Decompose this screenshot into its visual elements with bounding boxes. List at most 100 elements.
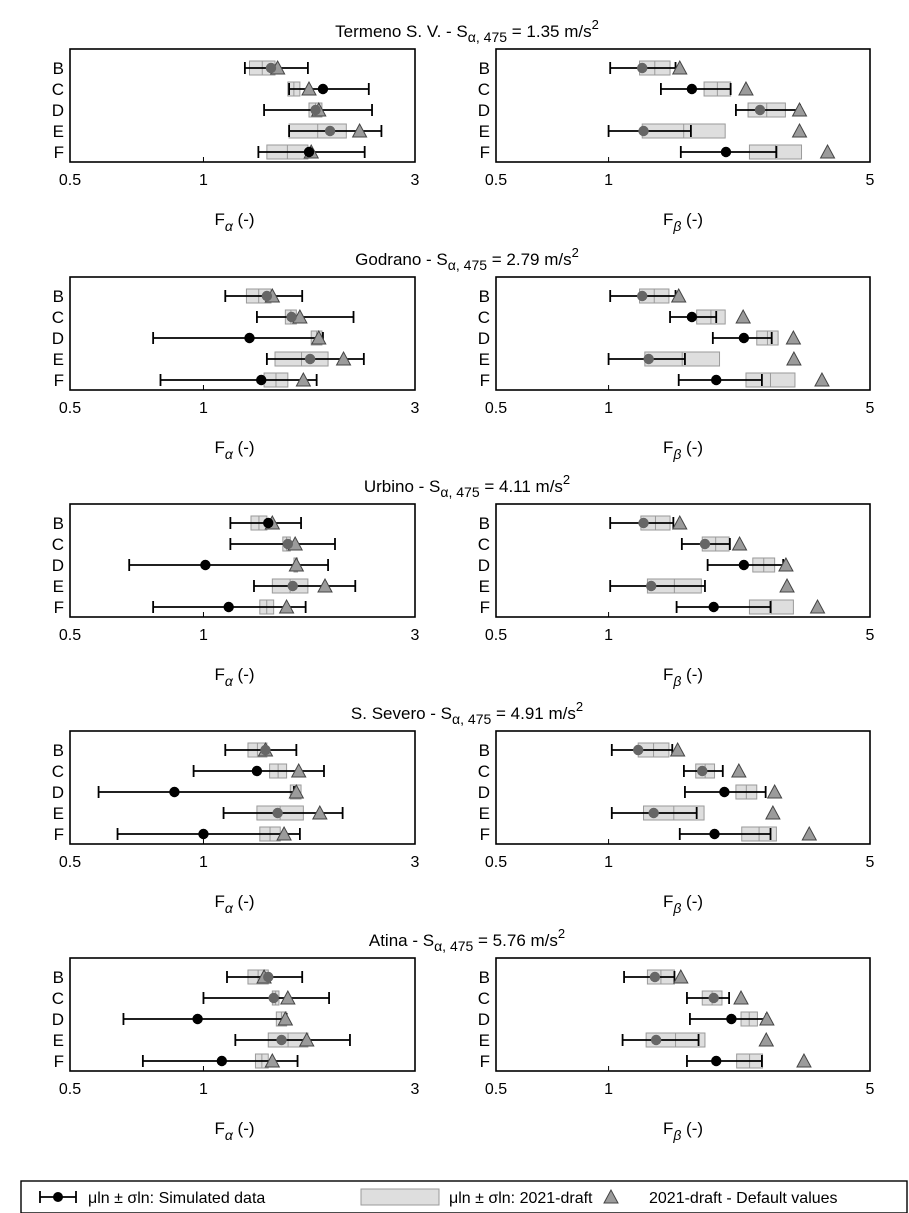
x-axis-label: Fβ (-) [663, 210, 703, 234]
default-triangle-E [765, 804, 781, 820]
legend: μln ± σln: Simulated data μln ± σln: 202… [20, 1180, 908, 1213]
default-triangle-C [301, 80, 317, 96]
sim-mean-D [726, 1013, 737, 1025]
axes-frame [69, 503, 416, 618]
category-label: F [480, 598, 490, 617]
default-triangle-D [785, 329, 802, 345]
sim-mean-D [169, 786, 180, 798]
default-triangle-D [277, 1010, 294, 1026]
category-label: B [479, 59, 490, 78]
category-label: C [478, 762, 490, 781]
default-triangle-E [791, 122, 808, 138]
sim-mean-C [282, 538, 294, 550]
x-axis-label: Fβ (-) [663, 665, 703, 689]
x-axis-label: Fα (-) [214, 892, 254, 916]
default-triangle-D [759, 1010, 775, 1026]
default-triangle-E [298, 1031, 315, 1047]
default-triangle-D [791, 101, 808, 117]
axes-frame [495, 276, 871, 391]
category-label: B [53, 514, 64, 533]
sim-mean-E [287, 580, 298, 592]
default-triangle-E [335, 350, 352, 366]
sim-mean-E [650, 1034, 662, 1046]
default-triangle-E [758, 1031, 775, 1047]
sim-mean-C [708, 992, 719, 1004]
default-triangle-B [672, 968, 689, 984]
sim-mean-D [192, 1013, 203, 1025]
legend-symbol-draft [360, 1188, 440, 1206]
default-triangle-D [288, 783, 305, 799]
default-triangle-C [280, 989, 296, 1005]
category-label: F [54, 825, 64, 844]
default-triangle-D [288, 556, 305, 572]
sim-mean-F [216, 1055, 228, 1067]
default-triangle-E [317, 577, 333, 593]
sim-mean-B [637, 62, 648, 74]
x-tick-label: 3 [411, 627, 420, 644]
x-tick-label: 1 [199, 172, 208, 189]
sim-mean-D [200, 559, 211, 571]
category-label: D [52, 1010, 64, 1029]
legend-label-draft: μln ± σln: 2021-draft [449, 1190, 593, 1207]
sim-mean-B [261, 290, 273, 302]
site-title-4: S. Severo - Sα, 475 = 4.91 m/s2 [351, 699, 583, 727]
sim-mean-D [738, 559, 750, 571]
x-tick-label: 0.5 [485, 1081, 507, 1098]
default-triangle-C [738, 80, 754, 96]
x-tick-label: 3 [411, 400, 420, 417]
category-label: D [478, 1010, 490, 1029]
category-label: D [52, 556, 64, 575]
sim-mean-E [638, 125, 649, 137]
axes-frame [495, 730, 871, 845]
sim-mean-E [324, 125, 336, 137]
sim-mean-B [263, 971, 274, 983]
x-tick-label: 1 [604, 172, 613, 189]
sim-mean-C [686, 83, 698, 95]
x-tick-label: 5 [866, 1081, 875, 1098]
site-title-1: Termeno S. V. - Sα, 475 = 1.35 m/s2 [335, 17, 599, 45]
sim-mean-C [268, 992, 279, 1004]
sim-mean-F [708, 601, 719, 613]
default-triangle-D [310, 329, 327, 345]
sim-mean-D [754, 104, 766, 116]
sim-mean-F [709, 828, 720, 840]
site-title-5: Atina - Sα, 475 = 5.76 m/s2 [369, 926, 565, 954]
site-group-3: Urbino - Sα, 475 = 4.11 m/s2 0.5 1 3 Fα (-) B… [52, 472, 875, 689]
category-label: F [54, 1052, 64, 1071]
category-label: B [53, 287, 64, 306]
category-label: C [478, 989, 490, 1008]
category-label: D [52, 101, 64, 120]
default-triangle-B [669, 741, 686, 757]
sim-mean-C [286, 311, 297, 323]
category-label: F [480, 825, 490, 844]
sim-mean-B [260, 744, 271, 756]
legend-symbol-simulated [39, 1191, 77, 1203]
sim-mean-C [686, 311, 698, 323]
x-tick-label: 0.5 [485, 627, 507, 644]
x-tick-label: 0.5 [59, 400, 81, 417]
x-axis-label: Fα (-) [214, 665, 254, 689]
default-triangle-E [786, 350, 802, 366]
site-title-2: Godrano - Sα, 475 = 2.79 m/s2 [355, 245, 579, 273]
x-tick-label: 0.5 [485, 172, 507, 189]
category-label: B [479, 741, 490, 760]
default-triangle-F [819, 143, 836, 159]
sim-mean-F [198, 828, 209, 840]
sim-mean-C [699, 538, 711, 550]
category-label: E [479, 577, 490, 596]
sim-mean-C [317, 83, 329, 95]
category-label: C [478, 80, 490, 99]
x-tick-label: 1 [604, 1081, 613, 1098]
site-group-4: S. Severo - Sα, 475 = 4.91 m/s2 0.5 1 3 Fα (… [52, 699, 875, 916]
x-axis-label: Fβ (-) [663, 892, 703, 916]
category-label: B [479, 514, 490, 533]
sim-mean-C [697, 765, 708, 777]
category-label: E [53, 577, 64, 596]
category-label: C [52, 989, 64, 1008]
